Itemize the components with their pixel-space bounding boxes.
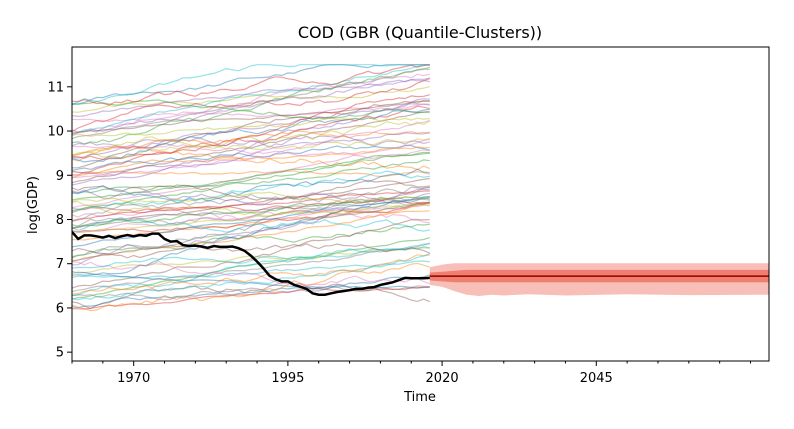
chart-title: COD (GBR (Quantile-Clusters))	[298, 23, 542, 42]
background-series-line	[72, 77, 430, 118]
background-series-line	[72, 198, 430, 230]
background-series-line	[72, 243, 431, 259]
background-series-line	[72, 120, 431, 156]
background-series-line	[72, 151, 430, 214]
background-series-line	[72, 68, 430, 145]
background-series-line	[72, 73, 430, 134]
background-series-line	[72, 242, 430, 293]
background-series-line	[72, 103, 430, 159]
background-series-line	[72, 99, 430, 120]
background-series-line	[72, 137, 430, 159]
background-series-line	[72, 243, 430, 269]
background-series-line	[72, 207, 430, 224]
y-tick-label: 10	[47, 125, 64, 140]
background-series-line	[72, 202, 430, 261]
y-axis-title: log(GDP)	[26, 176, 41, 234]
background-series-line	[72, 103, 430, 123]
background-series-line	[72, 195, 430, 276]
background-series-line	[72, 98, 430, 176]
background-series-line	[72, 189, 430, 206]
y-tick-label: 9	[56, 169, 64, 184]
background-series-line	[72, 152, 430, 201]
x-axis-title: Time	[403, 390, 436, 405]
background-series-line	[72, 286, 430, 310]
background-series-line	[72, 196, 430, 248]
background-series-line	[72, 108, 430, 163]
background-series-line	[72, 204, 430, 233]
background-series-line	[72, 64, 430, 106]
background-series-line	[72, 190, 430, 222]
background-series-line	[72, 201, 430, 233]
background-series-line	[72, 223, 430, 258]
background-series-line	[72, 254, 430, 312]
background-series-line	[72, 202, 430, 262]
background-series-line	[72, 260, 430, 279]
background-series-line	[72, 144, 430, 159]
background-series-line	[72, 260, 430, 287]
background-series-line	[72, 170, 430, 178]
background-series-line	[72, 100, 430, 135]
background-series-line	[72, 216, 430, 233]
background-series-line	[72, 145, 431, 171]
background-series-line	[72, 187, 430, 222]
background-series-line	[72, 262, 430, 295]
background-series-line	[72, 99, 430, 169]
background-series-line	[72, 146, 430, 179]
background-series-line	[72, 186, 430, 259]
x-tick-label: 1995	[271, 371, 304, 386]
background-series-line	[72, 203, 430, 234]
background-series-line	[72, 253, 431, 301]
background-series-line	[72, 134, 430, 150]
background-series-line	[72, 196, 430, 227]
background-series-line	[72, 66, 431, 140]
x-tick-label: 2020	[426, 371, 459, 386]
background-series-line	[72, 274, 430, 309]
background-series-line	[72, 79, 430, 133]
background-series-line	[72, 86, 430, 113]
background-series-line	[72, 201, 430, 218]
background-series-line	[72, 110, 430, 184]
y-tick-label: 5	[56, 346, 64, 361]
background-series-line	[72, 198, 430, 213]
background-series-line	[72, 285, 430, 301]
background-series-line	[72, 179, 430, 201]
background-series-line	[72, 177, 430, 228]
x-tick-label: 1970	[117, 371, 150, 386]
plot-frame	[71, 46, 770, 362]
y-axis: 5 6 7 8 9 10 11	[47, 80, 72, 361]
background-series-line	[72, 94, 430, 176]
x-tick-label: 2045	[580, 371, 613, 386]
background-series-line	[72, 138, 430, 209]
background-series-line	[72, 246, 430, 297]
background-series-line	[72, 144, 430, 171]
plot-area	[72, 64, 769, 312]
y-tick-label: 11	[47, 80, 64, 95]
y-tick-label: 8	[56, 213, 64, 228]
background-series-line	[72, 237, 430, 300]
background-series-line	[72, 119, 430, 179]
x-axis: 1970 1995 2020 2045	[71, 361, 751, 386]
background-series-line	[72, 130, 430, 157]
background-series-line	[72, 197, 431, 230]
background-series-line	[72, 64, 430, 136]
background-series-line	[72, 168, 430, 204]
background-series-line	[72, 64, 430, 105]
background-series-line	[72, 105, 430, 161]
background-series-line	[72, 219, 430, 289]
background-series-line	[72, 116, 430, 138]
background-series-line	[72, 159, 430, 194]
background-series-line	[72, 131, 430, 186]
background-series-line	[72, 64, 430, 106]
background-series-line	[72, 78, 431, 133]
y-tick-label: 7	[56, 257, 64, 272]
background-series-line	[72, 188, 430, 266]
background-series-line	[72, 170, 430, 210]
y-tick-label: 6	[56, 301, 64, 316]
background-series-line	[72, 191, 430, 204]
highlight-series-line	[72, 231, 430, 296]
